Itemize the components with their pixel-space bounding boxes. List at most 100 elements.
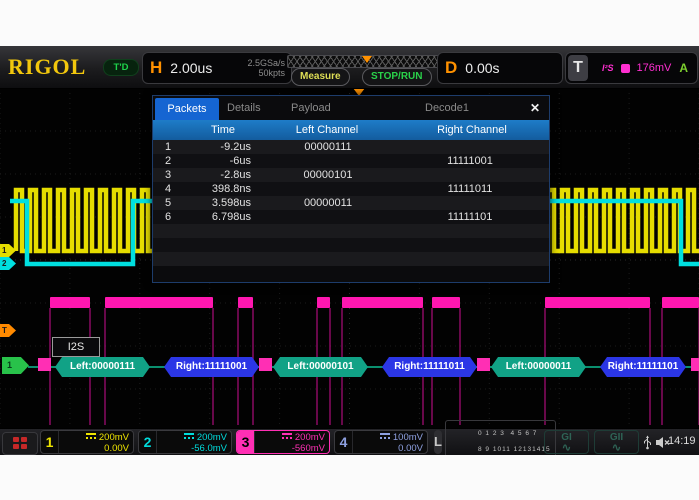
- packet-row[interactable]: 2 -6us 11111001: [153, 154, 549, 168]
- rigol-logo: RIGOL: [8, 54, 87, 79]
- packet-row[interactable]: 5 3.598us 00000011: [153, 196, 549, 210]
- acquisition-info: 2.5GSa/s 50kpts: [247, 58, 291, 78]
- packet-row[interactable]: 6 6.798us 11111101: [153, 210, 549, 224]
- channel-number: 4: [335, 431, 353, 453]
- menu-grid-icon: [12, 437, 28, 450]
- decode-row: 1 Left:00000111 Right:11111001 Left:0000010…: [0, 46, 699, 455]
- packet-cell: 00000011: [303, 197, 353, 209]
- packet-cell: 398.8ns: [211, 183, 251, 195]
- decode-bubble-right: Right:11111001: [164, 357, 259, 377]
- generator1-label: GI: [561, 432, 572, 443]
- packet-cell: 11111101: [447, 211, 493, 223]
- trigger-status-badge: T'D: [103, 59, 139, 76]
- decode-bubble-right: Right:11111011: [382, 357, 477, 377]
- usb-icon: [644, 435, 651, 450]
- packet-row[interactable]: 1 -9.2us 00000111: [153, 140, 549, 154]
- logic-analyzer-block[interactable]: L 0 1 2 3 4 5 6 7 8 9 1011 12131415: [434, 420, 556, 455]
- column-header-right-channel: Right Channel: [437, 124, 507, 136]
- channel-number: 2: [139, 431, 157, 453]
- decode-bubble-left: Left:00000101: [273, 357, 368, 377]
- delay-label: D: [445, 58, 458, 77]
- vertical-offset: 0.00V: [398, 443, 423, 454]
- column-header-time: Time: [210, 124, 236, 136]
- channel-readout: 200mV -56.0mV: [157, 431, 231, 454]
- vertical-scale: 100mV: [392, 432, 423, 443]
- channel-2-block[interactable]: 2 200mV -56.0mV: [138, 430, 232, 454]
- column-header-left-channel: Left Channel: [295, 124, 359, 136]
- packet-row-empty: [153, 252, 549, 266]
- sine-wave-icon: ∿: [611, 442, 622, 454]
- packet-row[interactable]: 4 398.8ns 11111011: [153, 182, 549, 196]
- dc-coupling-icon: [183, 433, 194, 442]
- timebase-value: 2.00us: [170, 60, 213, 76]
- decode-packets-dialog: Packets Details Payload Decode1 ✕ Time L…: [152, 95, 550, 283]
- channel-readout: 200mV 0.00V: [59, 431, 133, 454]
- close-icon[interactable]: ✕: [529, 101, 541, 115]
- memory-depth: 50kpts: [258, 68, 285, 78]
- measure-button[interactable]: Measure: [291, 68, 350, 86]
- generator2-block[interactable]: GII ∿: [594, 430, 639, 454]
- la-row1: 0 1 2 3 4 5 6 7: [478, 430, 538, 437]
- decode-bus-marker[interactable]: 1: [2, 357, 29, 374]
- packet-cell: -2.8us: [220, 169, 251, 181]
- packet-table-header: Time Left Channel Right Channel: [153, 120, 549, 140]
- decode-bubble-left: Left:00000011: [491, 357, 586, 377]
- dc-coupling-icon: [281, 433, 292, 442]
- trigger-position-marker[interactable]: [353, 88, 365, 96]
- trigger-settings[interactable]: T I²S 176mV A: [565, 52, 698, 84]
- packet-cell: 3: [164, 169, 172, 181]
- ch2-marker[interactable]: 2: [0, 257, 16, 270]
- decode-bus-tag: I2S: [52, 337, 100, 357]
- trigger-mode: A: [679, 61, 689, 75]
- bottom-status-bar: 1 200mV 0.00V 2 200mV -56.0mV 3 200mV -560mV 4 100…: [0, 420, 699, 455]
- packet-cell: 00000101: [303, 169, 353, 181]
- channel-readout: 100mV 0.00V: [353, 431, 427, 454]
- packet-cell: -9.2us: [220, 141, 251, 153]
- trigger-type: I²S: [602, 63, 614, 73]
- trigger-label: T: [568, 55, 588, 81]
- decode-bubble-right: Right:11111101: [600, 357, 686, 377]
- vertical-scale: 200mV: [196, 432, 227, 443]
- delay-value: 0.00s: [465, 60, 500, 76]
- packet-cell: 4: [164, 183, 172, 195]
- sample-rate: 2.5GSa/s: [247, 58, 285, 68]
- menu-button[interactable]: [2, 432, 38, 455]
- tab-details[interactable]: Details: [227, 102, 261, 114]
- trigger-level-value: 176mV: [636, 62, 672, 74]
- channel-number: 3: [237, 431, 255, 453]
- ch2-waveform: [10, 198, 699, 267]
- la-label: L: [434, 430, 442, 454]
- packet-cell: 3.598us: [211, 197, 251, 209]
- trigger-source-icon: [620, 63, 630, 73]
- vertical-scale: 200mV: [294, 432, 325, 443]
- vertical-scale: 200mV: [98, 432, 129, 443]
- sine-wave-icon: ∿: [561, 442, 572, 454]
- channel-number: 1: [41, 431, 59, 453]
- top-status-bar: RIGOL T'D H 2.00us 2.5GSa/s 50kpts Measu…: [0, 46, 699, 89]
- channel-1-block[interactable]: 1 200mV 0.00V: [40, 430, 134, 454]
- packet-cell: 11111011: [447, 183, 493, 195]
- ch1-marker[interactable]: 1: [0, 244, 16, 257]
- delay-settings[interactable]: D 0.00s: [437, 52, 563, 84]
- tab-payload[interactable]: Payload: [291, 102, 331, 114]
- la-channel-list: 0 1 2 3 4 5 6 7 8 9 1011 12131415: [444, 420, 556, 455]
- decode-bubble-left: Left:00000111: [55, 357, 150, 377]
- packet-rows: 1 -9.2us 00000111 2 -6us 11111001 3 -2.8us 00000…: [153, 140, 549, 266]
- horizontal-label: H: [150, 58, 163, 77]
- frame-start-mark: [477, 358, 490, 371]
- speaker-muted-icon[interactable]: [655, 436, 670, 449]
- frame-start-mark: [38, 358, 51, 371]
- channel-readout: 200mV -560mV: [255, 431, 329, 454]
- packet-cell: 5: [164, 197, 172, 209]
- packet-cell: 2: [164, 155, 172, 167]
- tab-packets[interactable]: Packets: [155, 98, 219, 120]
- stop-run-button[interactable]: STOP/RUN: [362, 68, 432, 86]
- packet-row[interactable]: 3 -2.8us 00000101: [153, 168, 549, 182]
- tab-decode1[interactable]: Decode1: [425, 102, 470, 114]
- channel-4-block[interactable]: 4 100mV 0.00V: [334, 430, 428, 454]
- channel-3-block[interactable]: 3 200mV -560mV: [236, 430, 330, 454]
- horizontal-settings[interactable]: H 2.00us 2.5GSa/s 50kpts: [142, 52, 292, 84]
- generator1-block[interactable]: GI ∿: [544, 430, 589, 454]
- packet-row-empty: [153, 224, 549, 238]
- trigger-level-marker[interactable]: T: [0, 324, 16, 337]
